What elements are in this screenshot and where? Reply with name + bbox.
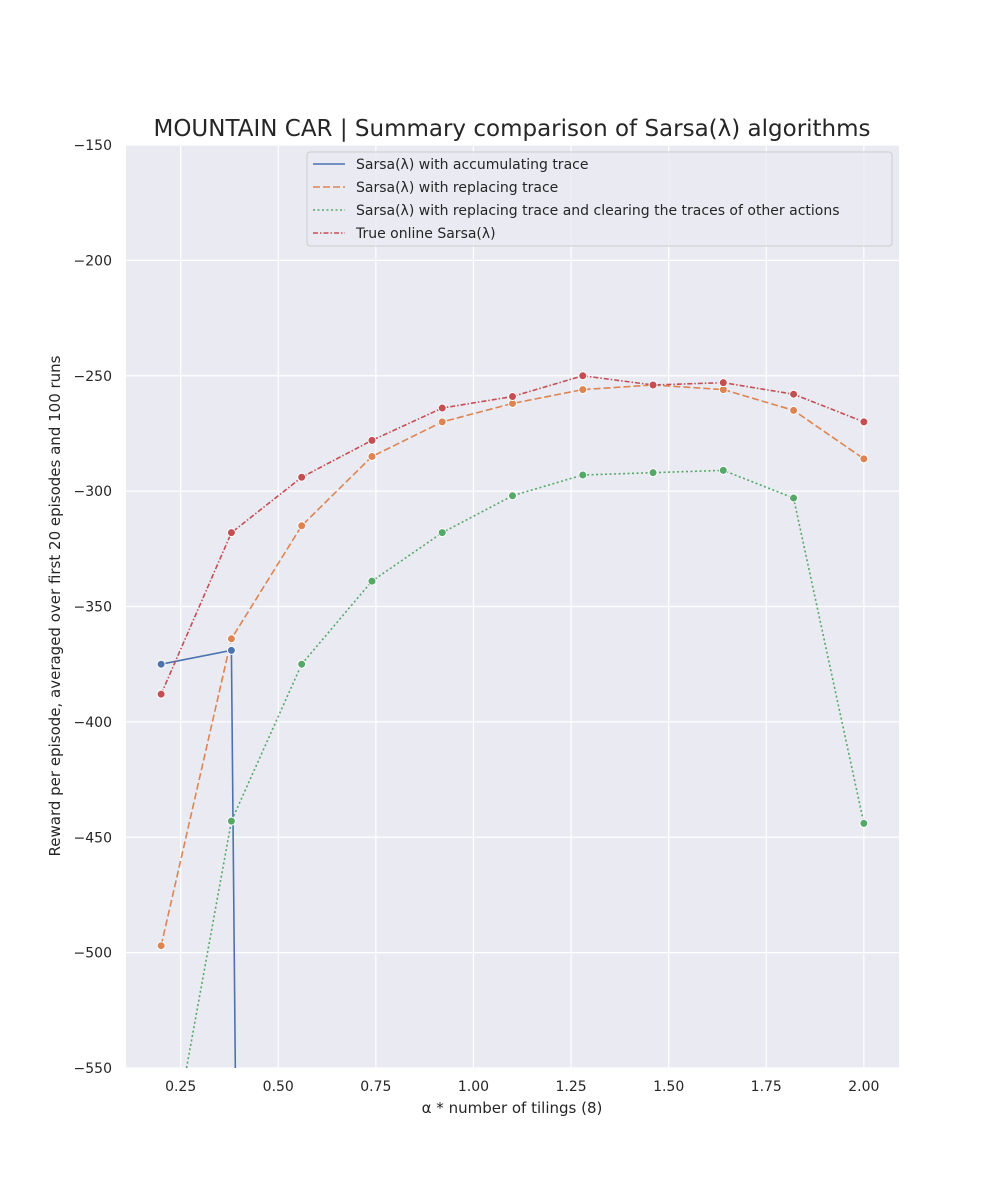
series-2-point [297,521,307,531]
x-tick-label: 0.75 [360,1079,391,1095]
y-tick-label: −450 [74,830,112,846]
series-3-point [367,576,377,586]
markers-layer [156,371,869,951]
series-3-point [648,468,658,478]
series-line-2 [160,384,865,946]
x-axis-label: α * number of tilings (8) [422,1099,603,1117]
legend-label-4: True online Sarsa(λ) [355,226,496,242]
y-tick-label: −150 [74,138,112,154]
series-4-point [508,392,517,402]
series-2-point [859,454,869,464]
y-tick-label: −350 [74,600,112,616]
legend-box [306,151,893,247]
x-tick-label: 1.00 [458,1079,489,1095]
y-tick-label: −200 [74,253,112,269]
series-4-point [297,472,307,482]
series-3-point [226,816,236,826]
y-tick-label: −250 [74,369,112,385]
x-tick-label: 1.50 [653,1079,684,1095]
series-3-point [718,465,728,475]
series-4-point [156,689,166,699]
series-2-point [437,417,447,427]
series-3-point [578,470,588,480]
series-3-point [297,659,307,669]
series-4-point [648,380,658,390]
series-1-point [156,659,166,669]
series-3-point [437,528,447,538]
y-axis-label: Reward per episode, averaged over first … [46,355,64,856]
chart-title: MOUNTAIN CAR | Summary comparison of Sar… [153,116,870,142]
series-3-point [508,491,517,501]
grid [126,144,899,1069]
series-4-point [578,371,588,381]
series-2-point [156,941,166,951]
series-2-point [789,405,799,415]
y-tick-label: −550 [74,1061,112,1077]
y-tick-label: −400 [74,715,112,731]
legend-label-3: Sarsa(λ) with replacing trace and cleari… [356,203,840,219]
legend-label-2: Sarsa(λ) with replacing trace [356,180,558,196]
series-4-point [718,378,728,388]
series-4-point [226,528,236,538]
series-4-point [367,435,377,445]
series-4-point [437,403,447,413]
x-tick-label: 1.75 [751,1079,782,1095]
series-2-point [226,634,236,644]
x-tick-label: 1.25 [555,1079,586,1095]
y-tick-label: −300 [74,484,112,500]
series-4-point [859,417,869,427]
series-3-point [859,818,869,828]
y-tick-label: −500 [74,946,112,962]
series-3-point [789,493,799,503]
x-tick-label: 2.00 [848,1079,879,1095]
y-axis-ticks: −550 −500 −450 −400 −350 −300 −250 −200 −150 [74,138,112,1077]
series-2-point [578,385,588,395]
series-line-3 [185,469,865,1068]
x-axis-ticks: 0.25 0.50 0.75 1.00 1.25 1.50 1.75 2.00 [165,1079,879,1095]
series-2-point [367,452,377,462]
series-4-point [789,389,799,399]
legend: Sarsa(λ) with accumulating trace Sarsa(λ)… [306,151,893,247]
x-tick-label: 0.50 [263,1079,294,1095]
x-tick-label: 0.25 [165,1079,196,1095]
series-1-point [226,645,236,655]
legend-label-1: Sarsa(λ) with accumulating trace [356,157,588,173]
